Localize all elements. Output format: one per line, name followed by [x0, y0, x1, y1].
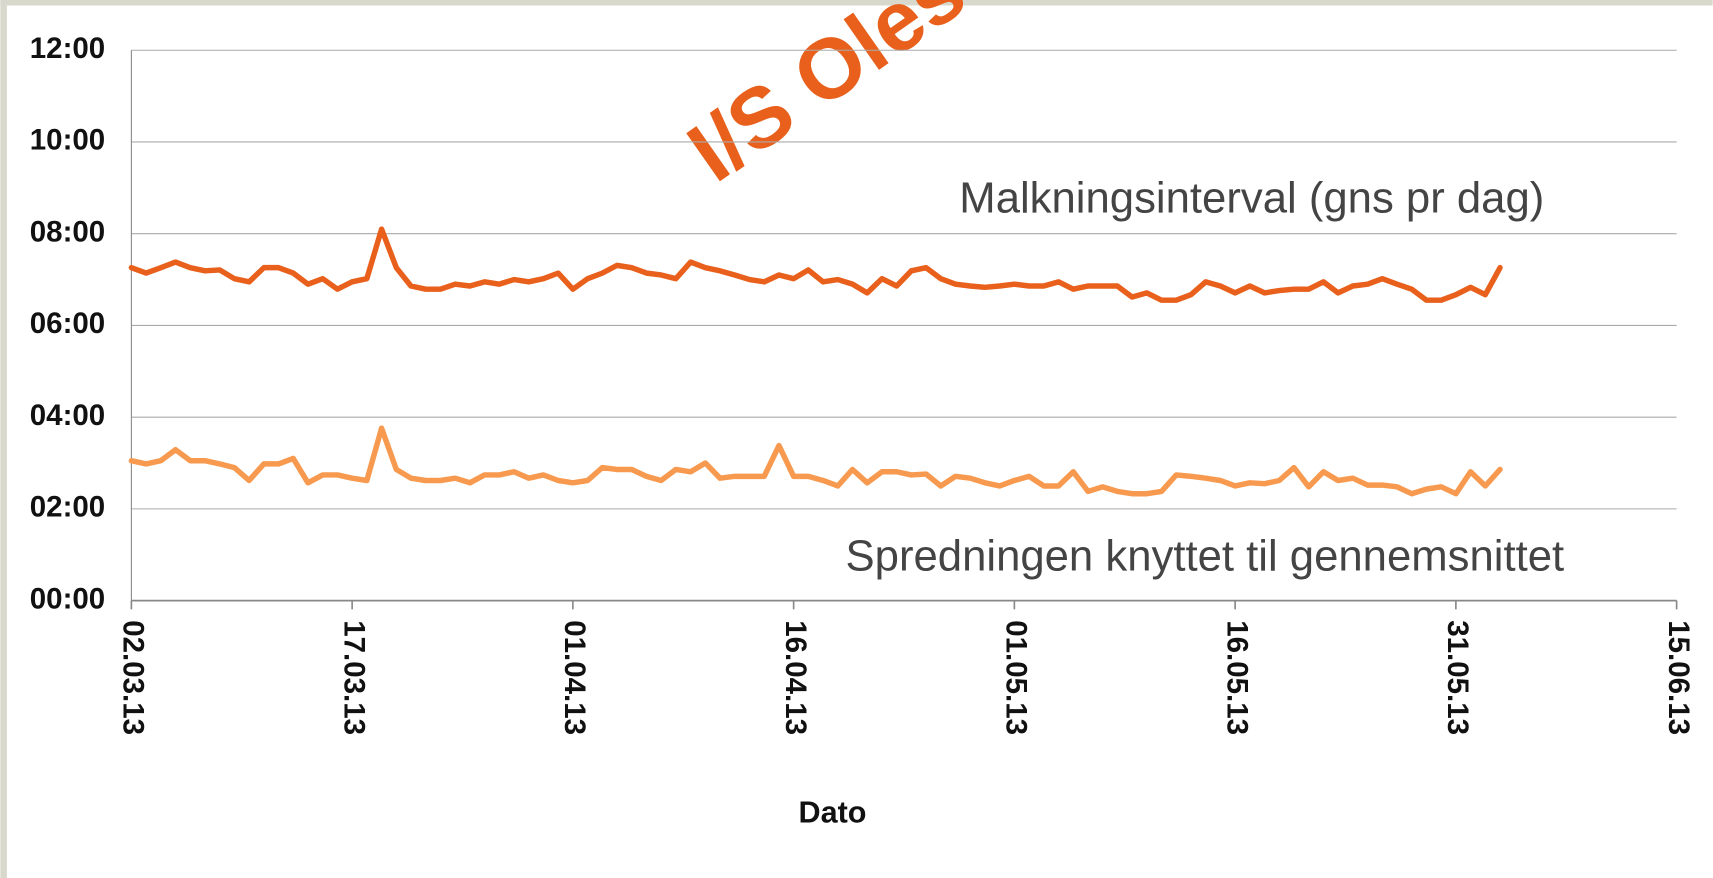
y-tick-label: 00:00 — [30, 582, 105, 615]
y-tick-label: 08:00 — [30, 215, 105, 248]
line-series — [128, 425, 1503, 497]
annotation: Spredningen knyttet til gennemsnittet — [846, 532, 1565, 581]
x-axis-label: Dato — [799, 796, 867, 830]
y-tick-label: 10:00 — [30, 124, 105, 157]
annotation: Malkningsinterval (gns pr dag) — [959, 173, 1544, 222]
top-edge — [0, 0, 1713, 6]
y-tick-label: 04:00 — [30, 399, 105, 432]
x-tick-label: 17.03.13 — [337, 620, 370, 735]
x-tick-label: 15.06.13 — [1662, 620, 1695, 735]
x-tick-label: 01.04.13 — [558, 620, 591, 735]
x-tick-label: 02.03.13 — [117, 620, 150, 735]
y-tick-label: 12:00 — [30, 32, 105, 65]
y-tick-label: 02:00 — [30, 491, 105, 524]
left-edge — [0, 0, 7, 878]
x-tick-label: 01.05.13 — [1000, 620, 1033, 735]
x-tick-label: 31.05.13 — [1441, 620, 1474, 735]
x-tick-label: 16.04.13 — [779, 620, 812, 735]
line-series — [128, 226, 1503, 303]
y-tick-label: 06:00 — [30, 307, 105, 340]
x-tick-label: 16.05.13 — [1220, 620, 1253, 735]
